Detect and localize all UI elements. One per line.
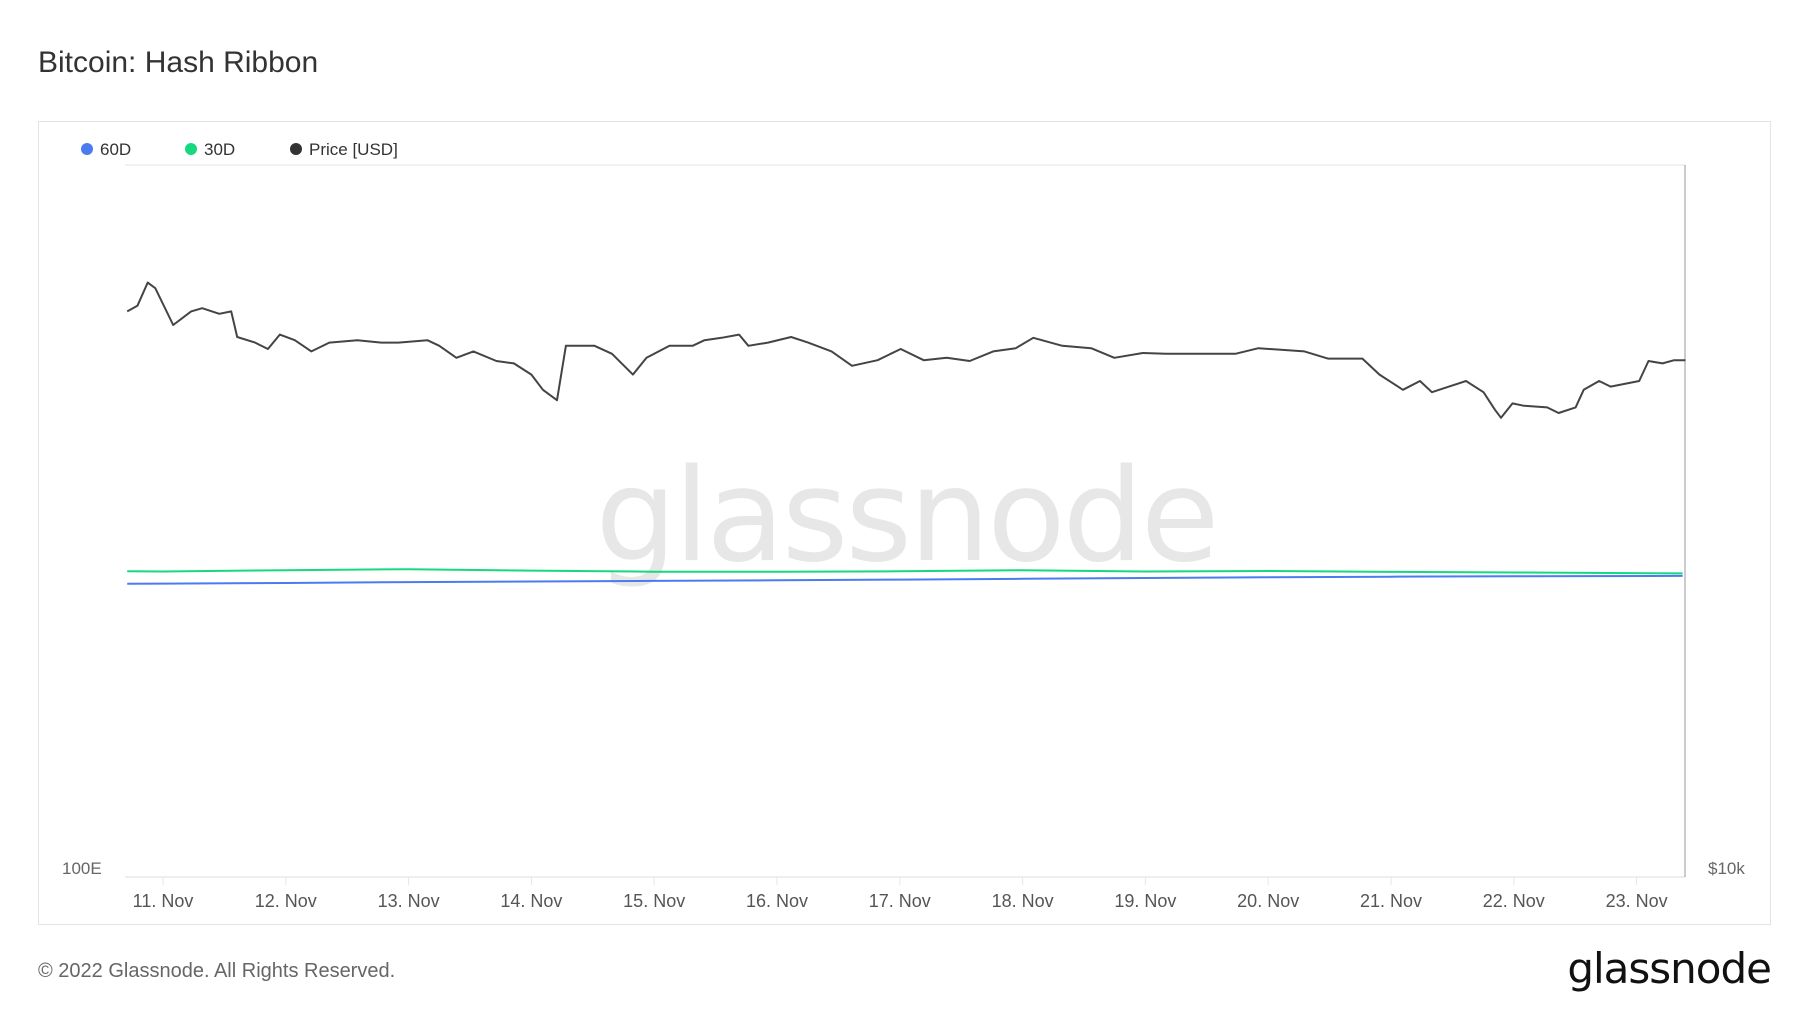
legend-label[interactable]: Price [USD] (309, 140, 398, 159)
glassnode-logo: glassnode (1567, 944, 1772, 993)
series-line-30d (127, 568, 1683, 575)
legend-marker-2[interactable] (290, 143, 302, 155)
legend: 60D 30D Price [USD] (81, 140, 398, 159)
x-tick-label: 16. Nov (746, 891, 808, 911)
right-axis-min-label: $10k (1708, 859, 1745, 878)
x-tick-label: 21. Nov (1360, 891, 1422, 911)
x-tick-label: 15. Nov (623, 891, 685, 911)
x-tick-label: 18. Nov (992, 891, 1054, 911)
page-title: Bitcoin: Hash Ribbon (38, 46, 319, 79)
x-tick-label: 13. Nov (378, 891, 440, 911)
legend-marker-1[interactable] (185, 143, 197, 155)
x-axis-ticks: 11. Nov 12. Nov 13. Nov 14. Nov 15. Nov 16. N… (133, 877, 1668, 911)
x-tick-label: 23. Nov (1606, 891, 1668, 911)
copyright-text: © 2022 Glassnode. All Rights Reserved. (38, 960, 396, 982)
x-tick-label: 22. Nov (1483, 891, 1545, 911)
x-tick-label: 20. Nov (1237, 891, 1299, 911)
x-tick-label: 11. Nov (133, 891, 194, 911)
watermark: glassnode (595, 442, 1216, 591)
legend-label[interactable]: 60D (100, 140, 131, 159)
series-line-60d (127, 574, 1683, 585)
x-tick-label: 17. Nov (869, 891, 931, 911)
legend-label[interactable]: 30D (204, 140, 235, 159)
series-line-price (126, 281, 1686, 419)
series-lines (126, 281, 1686, 585)
left-axis-min-label: 100E (62, 859, 102, 878)
x-tick-label: 19. Nov (1114, 891, 1176, 911)
x-tick-label: 12. Nov (255, 891, 317, 911)
x-tick-label: 14. Nov (500, 891, 562, 911)
legend-marker-0[interactable] (81, 143, 93, 155)
chart-frame (38, 121, 1771, 925)
